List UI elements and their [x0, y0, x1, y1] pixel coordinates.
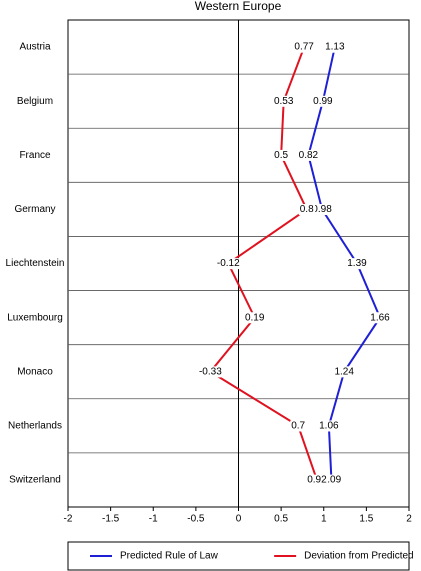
data-label: -0.12 [217, 258, 240, 269]
y-tick-label: France [19, 150, 51, 161]
x-tick-label: 1 [321, 514, 327, 525]
x-tick-label: 0.5 [274, 514, 288, 525]
x-tick-label: 0 [236, 514, 242, 525]
data-label: 0.99 [313, 96, 333, 107]
y-tick-label: Austria [19, 42, 51, 53]
data-label-bg [312, 95, 335, 107]
data-label-bg [320, 474, 343, 486]
data-label-bg [346, 258, 369, 270]
data-label: 1.24 [334, 366, 354, 377]
data-label: 0.98 [312, 204, 332, 215]
y-tick-label: Netherlands [8, 420, 62, 431]
x-tick-label: 1.5 [359, 514, 373, 525]
data-label-bg [215, 258, 242, 270]
data-label: 0.8 [300, 204, 314, 215]
data-label: 0.53 [274, 96, 294, 107]
data-label-bg [197, 366, 224, 378]
x-tick-label: -0.5 [187, 514, 205, 525]
y-tick-label: Luxembourg [7, 312, 63, 323]
data-label-bg [298, 204, 316, 216]
data-label: 0.77 [294, 42, 314, 53]
data-label-bg [272, 95, 295, 107]
chart-title: Western Europe [195, 0, 282, 13]
data-label: -0.33 [199, 366, 222, 377]
data-label-bg [293, 41, 316, 53]
data-label: 1.13 [325, 42, 345, 53]
y-tick-label: Liechtenstein [6, 258, 65, 269]
data-label-bg [324, 41, 346, 53]
data-label-bg [306, 474, 329, 486]
legend-label: Deviation from Predicted [304, 551, 414, 562]
data-label: 0.92 [307, 475, 327, 486]
data-label: 1.09 [322, 475, 342, 486]
x-tick-label: -1 [149, 514, 158, 525]
y-tick-label: Germany [14, 204, 55, 215]
x-tick-label: -2 [64, 514, 73, 525]
data-label-bg [318, 420, 341, 432]
data-label-bg [243, 312, 266, 324]
data-label: 0.7 [291, 420, 305, 431]
x-tick-label: 2 [406, 514, 412, 525]
x-tick-label: -1.5 [102, 514, 120, 525]
data-label-bg [333, 366, 356, 378]
data-label-bg [297, 149, 320, 161]
data-label: 0.5 [274, 150, 288, 161]
data-label: 0.82 [299, 150, 319, 161]
series-line [307, 46, 382, 480]
data-label-bg [369, 312, 392, 324]
legend-box [67, 541, 410, 571]
data-label: 1.06 [319, 420, 339, 431]
y-tick-label: Monaco [17, 366, 53, 377]
y-tick-label: Belgium [17, 96, 53, 107]
data-label: 1.66 [370, 312, 390, 323]
y-tick-label: Switzerland [9, 475, 61, 486]
data-label: 0.19 [245, 312, 265, 323]
data-label-bg [290, 420, 307, 432]
data-label: 1.39 [347, 258, 367, 269]
data-label-bg [311, 204, 334, 216]
data-label-bg [273, 149, 290, 161]
legend-label: Predicted Rule of Law [120, 551, 219, 562]
